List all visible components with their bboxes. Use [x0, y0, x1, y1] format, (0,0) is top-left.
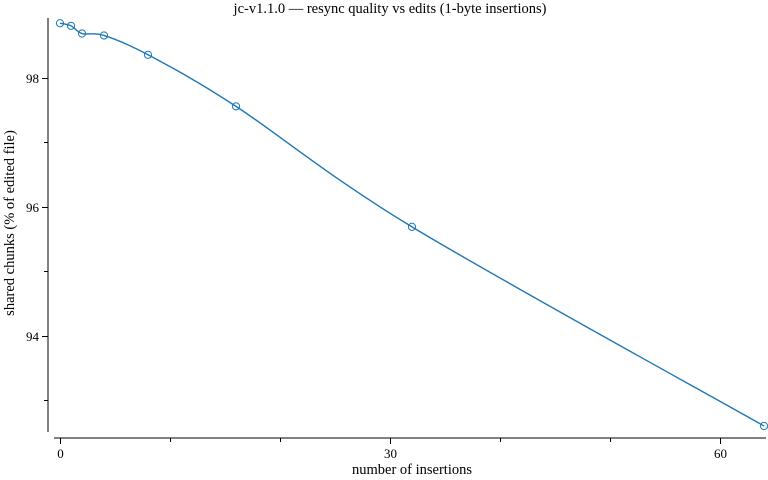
y-tick-label: 96: [26, 200, 40, 215]
data-point-marker: [77, 29, 87, 38]
series-line: [59, 22, 765, 427]
x-axis-label: number of insertions: [352, 462, 472, 478]
data-point-marker: [99, 31, 109, 40]
x-tick-label: 0: [57, 446, 64, 461]
data-point-marker: [407, 222, 417, 231]
data-point-marker: [231, 102, 241, 111]
data-point-marker: [55, 19, 65, 28]
chart-title: jc-v1.1.0 — resync quality vs edits (1-b…: [233, 1, 547, 17]
y-axis-label: shared chunks (% of edited file): [2, 130, 18, 316]
y-tick-label: 98: [26, 71, 39, 86]
data-point-marker: [66, 21, 76, 30]
axes: 0 30 60 94 96 98: [26, 18, 766, 461]
data-point-marker: [143, 50, 153, 59]
y-tick-label: 94: [26, 329, 40, 344]
series-group: [55, 19, 768, 431]
x-tick-label: 30: [384, 446, 397, 461]
x-tick-label: 60: [714, 446, 727, 461]
